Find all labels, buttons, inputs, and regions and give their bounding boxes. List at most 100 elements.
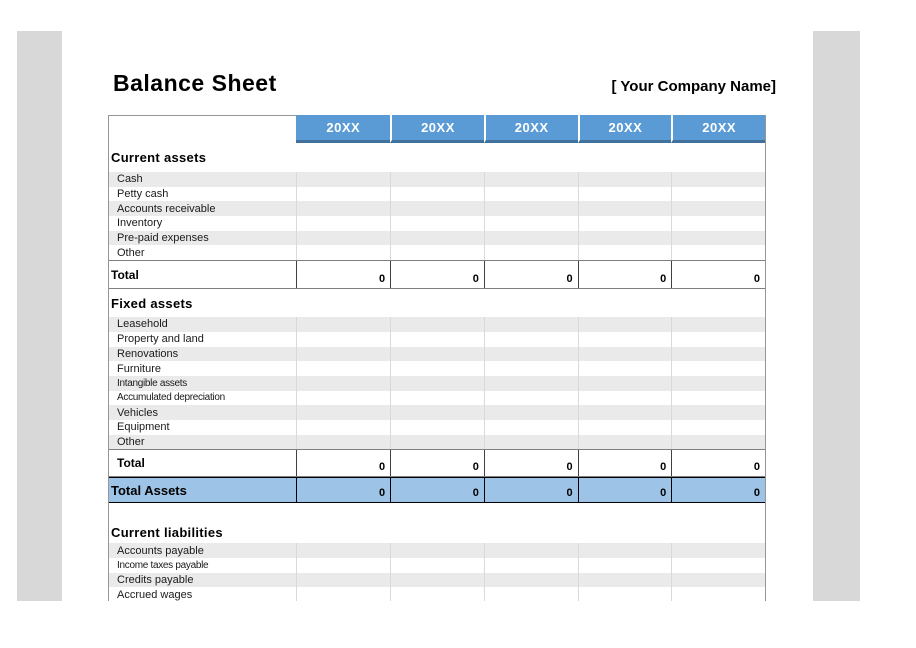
row-label: Petty cash	[117, 188, 169, 201]
row-label: Credits payable	[117, 574, 194, 587]
value-cell	[671, 375, 765, 391]
value-cell	[390, 172, 484, 187]
value-cell	[390, 346, 484, 362]
value-cell	[390, 572, 484, 588]
asset-row: Equipment	[109, 419, 765, 435]
section-heading-current-liabilities: Current liabilities	[109, 521, 765, 543]
value-cell	[390, 331, 484, 347]
value-cell	[671, 331, 765, 347]
value-cell	[671, 543, 765, 558]
value-cell	[390, 216, 484, 231]
value-cell	[483, 201, 578, 217]
value-cell	[296, 186, 390, 202]
value-cell	[577, 317, 672, 332]
total-label: Total	[117, 456, 145, 471]
liability-row: Credits payable	[109, 572, 765, 588]
value-cell	[483, 317, 578, 332]
value-cell	[296, 230, 390, 246]
value-cell	[390, 558, 484, 573]
row-label: Other	[117, 435, 145, 448]
page-title: Balance Sheet	[113, 70, 277, 96]
row-label: Accrued wages	[117, 588, 193, 601]
asset-row: Property and land	[109, 331, 765, 347]
value-cell	[671, 361, 765, 376]
value-cell	[483, 587, 578, 601]
row-label: Leasehold	[117, 318, 168, 331]
value-cell	[577, 375, 672, 391]
value-cell	[296, 419, 390, 435]
asset-row: Accounts receivable	[109, 201, 765, 217]
value-cell	[483, 186, 578, 202]
value-cell	[483, 419, 578, 435]
section-heading-label: Current assets	[111, 150, 207, 165]
value-cell	[577, 331, 672, 347]
total-value: 0	[390, 450, 484, 477]
row-label: Accounts receivable	[117, 202, 216, 215]
row-label: Equipment	[117, 421, 170, 434]
row-label: Accumulated depreciation	[117, 392, 225, 404]
value-cell	[390, 361, 484, 376]
value-cell	[671, 230, 765, 246]
row-label: Furniture	[117, 362, 162, 375]
document-header: Balance Sheet [ Your Company Name]	[113, 70, 776, 97]
value-cell	[671, 390, 765, 406]
value-cell	[483, 543, 578, 558]
value-cell	[296, 172, 390, 187]
value-cell	[483, 245, 578, 261]
value-cell	[671, 558, 765, 573]
value-cell	[483, 558, 578, 573]
value-cell	[296, 201, 390, 217]
current-assets-total-row: Total 0 0 0 0 0	[109, 260, 765, 290]
year-column-header: 20XX	[390, 115, 484, 143]
total-value: 0	[671, 261, 765, 289]
value-cell	[577, 572, 672, 588]
company-name-placeholder: [ Your Company Name]	[611, 78, 776, 95]
value-cell	[577, 419, 672, 435]
total-value: 0	[577, 450, 672, 477]
fixed-assets-total-row: Total 0 0 0 0 0	[109, 449, 765, 478]
value-cell	[296, 543, 390, 558]
value-cell	[671, 434, 765, 450]
value-cell	[296, 375, 390, 391]
value-cell	[296, 331, 390, 347]
value-cell	[390, 543, 484, 558]
row-label: Inventory	[117, 217, 163, 230]
value-cell	[296, 216, 390, 231]
value-cell	[577, 434, 672, 450]
value-cell	[671, 572, 765, 588]
value-cell	[483, 230, 578, 246]
asset-row: Other	[109, 434, 765, 450]
total-value: 0	[296, 450, 390, 477]
total-assets-row: Total Assets 0 0 0 0 0	[109, 477, 765, 504]
value-cell	[671, 419, 765, 435]
left-margin-bar	[17, 31, 62, 601]
value-cell	[671, 587, 765, 601]
value-cell	[577, 346, 672, 362]
value-cell	[671, 216, 765, 231]
value-cell	[577, 587, 672, 601]
row-label: Pre-paid expenses	[117, 232, 209, 245]
value-cell	[483, 216, 578, 231]
value-cell	[296, 390, 390, 406]
value-cell	[483, 361, 578, 376]
row-label: Intangible assets	[117, 377, 187, 389]
liability-row: Income taxes payable	[109, 558, 765, 573]
value-cell	[577, 361, 672, 376]
value-cell	[390, 390, 484, 406]
value-cell	[671, 201, 765, 217]
value-cell	[483, 572, 578, 588]
value-cell	[577, 230, 672, 246]
value-cell	[577, 245, 672, 261]
asset-row: Renovations	[109, 346, 765, 362]
value-cell	[483, 390, 578, 406]
value-cell	[671, 245, 765, 261]
value-cell	[483, 331, 578, 347]
value-cell	[296, 317, 390, 332]
asset-row: Cash	[109, 172, 765, 187]
value-cell	[577, 558, 672, 573]
asset-row: Furniture	[109, 361, 765, 376]
value-cell	[390, 375, 484, 391]
value-cell	[671, 317, 765, 332]
value-cell	[483, 172, 578, 187]
